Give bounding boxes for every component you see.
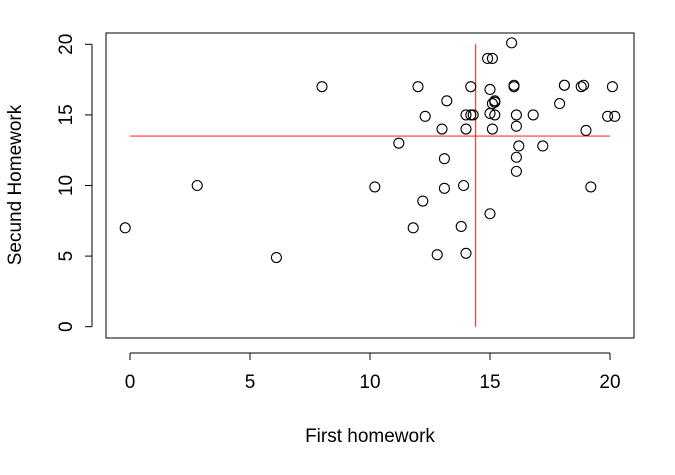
data-point [369, 181, 381, 193]
data-point [482, 52, 494, 64]
data-point [316, 81, 328, 93]
data-point [575, 81, 587, 93]
data-point [510, 120, 522, 132]
data-point [484, 83, 496, 96]
data-point [460, 247, 472, 259]
data-point [602, 110, 614, 122]
data-point [119, 222, 131, 234]
data-point [486, 52, 498, 64]
y-axis-label: Secund Homework [5, 104, 26, 265]
data-point [578, 79, 590, 91]
data-point [460, 123, 472, 135]
data-point [609, 110, 621, 122]
data-point [486, 98, 498, 110]
data-point [419, 110, 431, 122]
data-point [484, 208, 496, 220]
x-tick-label: 5 [245, 372, 256, 393]
data-point [513, 140, 525, 152]
data-point [489, 109, 501, 121]
y-tick-label: 5 [56, 251, 77, 262]
data-point [508, 79, 520, 91]
data-point [486, 123, 498, 135]
data-point [455, 220, 467, 232]
reference-lines [130, 44, 610, 327]
y-tick-label: 15 [56, 104, 77, 125]
data-point [527, 109, 539, 121]
y-tick-label: 0 [56, 321, 77, 332]
data-point [441, 95, 453, 107]
data-point [412, 81, 424, 93]
x-tick-label: 0 [125, 372, 136, 393]
x-tick-label: 10 [359, 372, 380, 393]
data-point [191, 179, 203, 192]
plot-frame [105, 32, 635, 339]
data-point [510, 109, 522, 121]
data-point [458, 179, 470, 192]
data-point [554, 98, 566, 110]
data-point [431, 249, 443, 261]
data-point [438, 182, 450, 194]
data-points [119, 37, 621, 264]
data-point [537, 140, 549, 152]
data-point [393, 137, 405, 149]
data-point [558, 79, 570, 91]
y-axis: 0 5 10 15 20 [56, 34, 93, 332]
data-point [417, 195, 429, 207]
data-point [510, 151, 522, 163]
x-tick-label: 15 [479, 372, 500, 393]
x-axis-label: First homework [305, 426, 435, 447]
data-point [580, 124, 592, 136]
data-point [270, 251, 282, 264]
x-axis: 0 5 10 15 20 [125, 352, 621, 393]
data-point [467, 109, 479, 121]
data-point [407, 222, 419, 234]
data-point [606, 81, 618, 93]
x-tick-label: 20 [599, 372, 620, 393]
data-point [465, 81, 477, 93]
data-point [585, 181, 597, 193]
data-point [506, 37, 518, 49]
data-point [489, 96, 501, 108]
y-tick-label: 10 [56, 175, 77, 196]
y-tick-label: 20 [56, 34, 77, 55]
data-point [510, 165, 522, 177]
data-point [436, 123, 448, 135]
data-point [460, 109, 472, 121]
data-point [438, 153, 450, 165]
